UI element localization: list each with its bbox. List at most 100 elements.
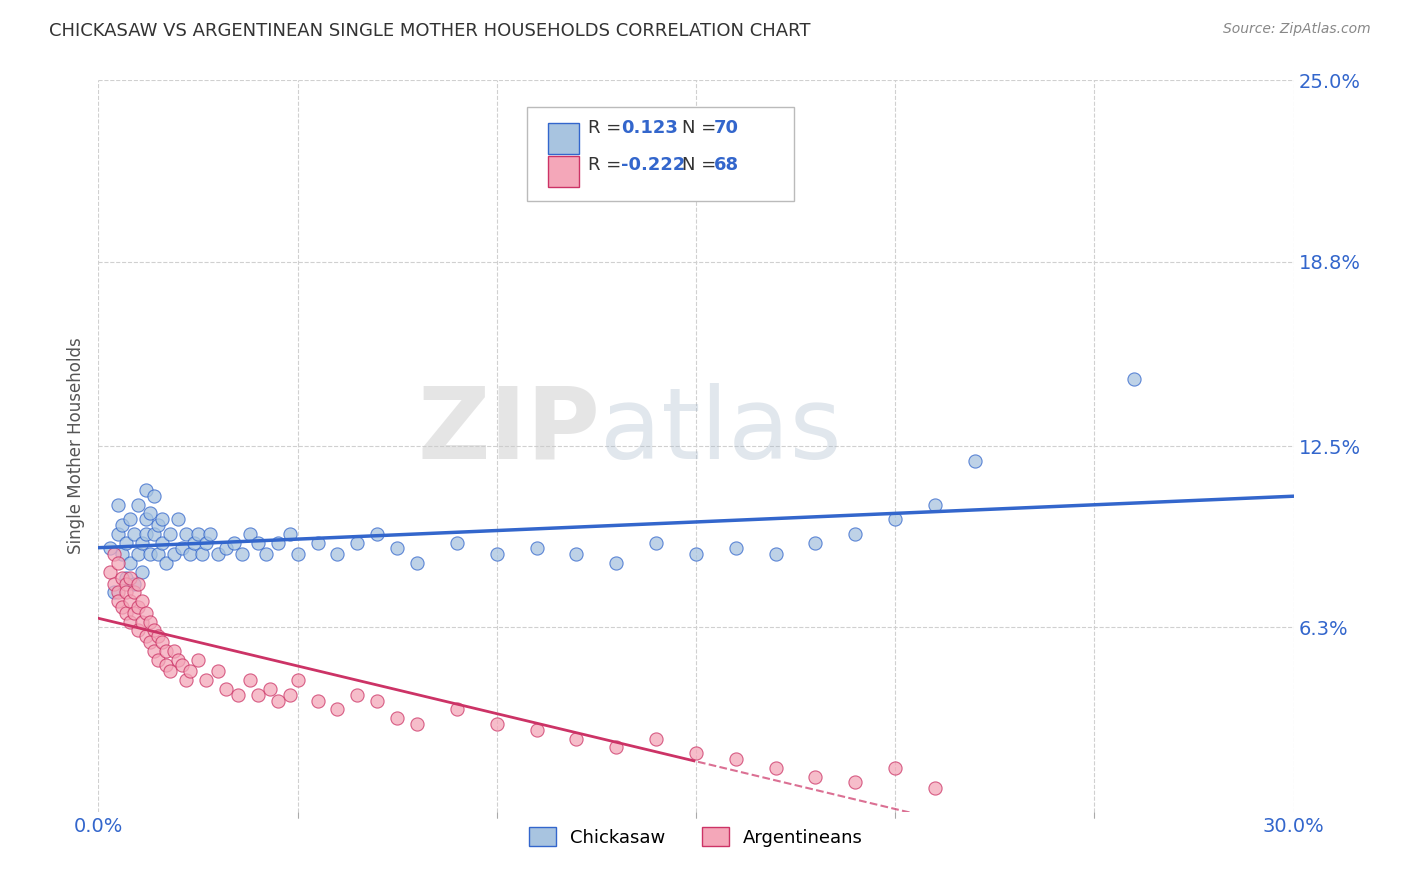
Point bbox=[174, 673, 197, 687]
Point bbox=[884, 761, 907, 775]
Point bbox=[107, 594, 129, 608]
Point bbox=[307, 535, 329, 549]
Point bbox=[127, 599, 149, 614]
Point bbox=[124, 576, 146, 591]
Point bbox=[239, 673, 262, 687]
Point bbox=[120, 594, 142, 608]
Point bbox=[526, 541, 548, 556]
Point bbox=[326, 702, 349, 716]
Point bbox=[143, 526, 166, 541]
Point bbox=[326, 547, 349, 561]
Text: N =: N = bbox=[682, 156, 721, 174]
Point bbox=[124, 526, 146, 541]
Point bbox=[685, 547, 707, 561]
Point bbox=[645, 731, 668, 746]
Point bbox=[143, 624, 166, 638]
Point bbox=[179, 547, 201, 561]
Point bbox=[844, 775, 866, 789]
Point bbox=[1123, 372, 1146, 386]
Point bbox=[159, 665, 181, 679]
Point bbox=[148, 652, 170, 666]
Text: CHICKASAW VS ARGENTINEAN SINGLE MOTHER HOUSEHOLDS CORRELATION CHART: CHICKASAW VS ARGENTINEAN SINGLE MOTHER H… bbox=[49, 22, 811, 40]
Point bbox=[215, 541, 238, 556]
Point bbox=[107, 498, 129, 512]
Point bbox=[485, 547, 508, 561]
Point bbox=[107, 556, 129, 570]
Point bbox=[565, 547, 588, 561]
Y-axis label: Single Mother Households: Single Mother Households bbox=[66, 338, 84, 554]
Point bbox=[884, 512, 907, 526]
Point bbox=[131, 594, 153, 608]
Point bbox=[159, 526, 181, 541]
Point bbox=[446, 535, 468, 549]
Point bbox=[385, 541, 409, 556]
Text: 70: 70 bbox=[714, 119, 740, 136]
Text: ZIP: ZIP bbox=[418, 383, 600, 480]
Point bbox=[526, 723, 548, 737]
Point bbox=[155, 658, 177, 673]
Point bbox=[143, 489, 166, 503]
Point bbox=[924, 781, 946, 796]
Point bbox=[346, 535, 368, 549]
Point bbox=[120, 556, 142, 570]
Point bbox=[111, 599, 134, 614]
Text: N =: N = bbox=[682, 119, 721, 136]
Point bbox=[107, 585, 129, 599]
Point bbox=[139, 635, 162, 649]
Point bbox=[406, 556, 429, 570]
Point bbox=[135, 526, 157, 541]
Point bbox=[155, 644, 177, 658]
Point bbox=[207, 665, 229, 679]
Point bbox=[278, 526, 301, 541]
Point bbox=[287, 547, 309, 561]
Text: Source: ZipAtlas.com: Source: ZipAtlas.com bbox=[1223, 22, 1371, 37]
Point bbox=[135, 606, 157, 620]
Point bbox=[195, 535, 218, 549]
Point bbox=[226, 688, 249, 702]
Point bbox=[605, 740, 627, 755]
Point bbox=[131, 565, 153, 579]
Text: 0.123: 0.123 bbox=[621, 119, 678, 136]
Point bbox=[124, 606, 146, 620]
Point bbox=[107, 526, 129, 541]
Point bbox=[150, 535, 173, 549]
Point bbox=[287, 673, 309, 687]
Point bbox=[115, 571, 138, 585]
Point bbox=[148, 547, 170, 561]
Point bbox=[346, 688, 368, 702]
Point bbox=[406, 717, 429, 731]
Point bbox=[239, 526, 262, 541]
Point bbox=[215, 681, 238, 696]
Point bbox=[231, 547, 253, 561]
Point bbox=[267, 693, 290, 707]
Point bbox=[267, 535, 290, 549]
Point bbox=[139, 547, 162, 561]
Point bbox=[724, 752, 747, 766]
Point bbox=[724, 541, 747, 556]
Point bbox=[127, 624, 149, 638]
Point bbox=[103, 547, 125, 561]
Point bbox=[120, 512, 142, 526]
Point bbox=[135, 512, 157, 526]
Point bbox=[963, 453, 986, 467]
Point bbox=[103, 585, 125, 599]
Point bbox=[131, 535, 153, 549]
Point bbox=[115, 535, 138, 549]
Point bbox=[150, 635, 173, 649]
Point bbox=[155, 556, 177, 570]
Point bbox=[111, 518, 134, 533]
Point bbox=[135, 629, 157, 643]
Point bbox=[120, 615, 142, 629]
Point bbox=[167, 652, 190, 666]
Point bbox=[111, 571, 134, 585]
Point bbox=[246, 688, 269, 702]
Point bbox=[143, 644, 166, 658]
Legend: Chickasaw, Argentineans: Chickasaw, Argentineans bbox=[522, 820, 870, 854]
Point bbox=[198, 526, 221, 541]
Point bbox=[179, 665, 201, 679]
Point bbox=[139, 615, 162, 629]
Point bbox=[645, 535, 668, 549]
Point bbox=[844, 526, 866, 541]
Point bbox=[167, 512, 190, 526]
Point bbox=[120, 571, 142, 585]
